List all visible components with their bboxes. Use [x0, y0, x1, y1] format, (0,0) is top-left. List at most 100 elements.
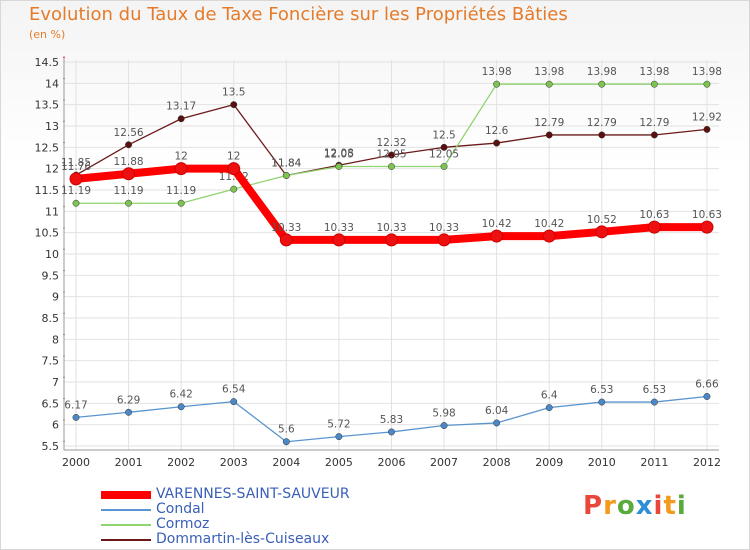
data-label: 13.98: [482, 66, 512, 78]
data-label: 12.5: [432, 129, 455, 141]
logo-letter: t: [663, 491, 677, 521]
data-label: 11.19: [114, 185, 144, 197]
y-tick-label: 12: [45, 163, 59, 176]
y-tick-label: 6: [52, 419, 59, 432]
data-label: 11.84: [271, 157, 301, 169]
x-tick-label: 2001: [115, 456, 143, 469]
y-tick-label: 7: [52, 376, 59, 389]
legend-label-varennes: VARENNES-SAINT-SAUVEUR: [156, 486, 350, 502]
chart-subtitle: (en %): [29, 28, 66, 41]
data-label: 12: [174, 151, 187, 163]
data-label: 12.79: [534, 117, 564, 129]
data-label: 11.84: [271, 157, 301, 169]
y-tick-label: 14.5: [35, 56, 60, 69]
y-tick-label: 14: [45, 77, 59, 90]
data-label: 11.88: [114, 156, 144, 168]
data-label: 6.4: [541, 390, 558, 402]
data-label: 11.76: [61, 161, 91, 173]
data-point: [177, 199, 185, 207]
x-tick-label: 2004: [272, 456, 300, 469]
data-point: [388, 151, 395, 159]
data-point: [437, 233, 451, 247]
chart-title: Evolution du Taux de Taxe Foncière sur l…: [29, 4, 568, 25]
data-label: 12.08: [324, 147, 354, 159]
y-tick-label: 5.5: [42, 440, 60, 453]
x-tick-label: 2007: [430, 456, 458, 469]
data-label: 12.6: [485, 125, 509, 137]
logo-letter: P: [583, 491, 604, 521]
y-tick-label: 11.5: [35, 184, 60, 197]
data-point: [598, 398, 606, 406]
y-minor-tick: [63, 56, 65, 59]
data-label: 5.83: [380, 414, 403, 426]
y-tick-label: 10: [45, 248, 59, 261]
data-label: 5.72: [327, 419, 350, 431]
data-point: [177, 403, 185, 411]
data-label: 12.92: [692, 111, 722, 123]
logo-letter: i: [653, 491, 664, 521]
y-tick-label: 13: [45, 120, 59, 133]
data-point: [230, 185, 238, 193]
x-tick-label: 2000: [62, 456, 90, 469]
data-point: [545, 131, 553, 139]
data-point: [703, 393, 711, 400]
data-point: [490, 229, 504, 243]
x-tick-label: 2008: [483, 456, 511, 469]
data-point: [125, 141, 133, 149]
logo-letter: x: [635, 491, 654, 521]
legend-swatch-dommartin: [101, 539, 151, 541]
data-point: [493, 80, 501, 88]
data-label: 10.52: [587, 214, 617, 226]
data-label: 11.19: [166, 185, 196, 197]
legend-swatch-cormoz: [101, 524, 151, 526]
data-point: [647, 220, 661, 234]
data-point: [703, 125, 711, 133]
data-label: 10.33: [271, 222, 301, 234]
data-point: [125, 199, 133, 207]
x-tick-label: 2006: [377, 456, 405, 469]
data-label: 6.17: [64, 399, 87, 411]
data-point: [335, 433, 343, 441]
data-point: [545, 404, 553, 412]
y-tick-label: 6.5: [42, 397, 60, 410]
y-tick-label: 8.5: [42, 312, 60, 325]
data-point: [542, 229, 556, 243]
data-point: [174, 162, 188, 176]
data-point: [493, 139, 501, 147]
logo-letter: r: [603, 491, 617, 521]
data-label: 13.17: [166, 101, 196, 113]
data-point: [177, 115, 185, 123]
x-tick-label: 2002: [167, 456, 195, 469]
data-point: [384, 233, 398, 247]
data-point: [650, 131, 658, 139]
legend-swatch-condal: [101, 509, 151, 511]
data-label: 5.98: [432, 408, 455, 420]
x-tick-label: 2012: [693, 456, 721, 469]
data-point: [230, 398, 238, 406]
data-label: 13.98: [587, 66, 617, 78]
legend-label-condal: Condal: [156, 501, 205, 517]
data-label: 10.63: [639, 209, 669, 221]
data-point: [388, 428, 395, 436]
data-point: [282, 438, 290, 446]
data-label: 13.98: [692, 66, 722, 78]
data-point: [440, 143, 448, 151]
data-label: 10.33: [324, 222, 354, 234]
data-point: [122, 167, 136, 181]
data-label: 12.05: [429, 149, 459, 161]
y-tick-label: 8: [52, 333, 59, 346]
data-label: 6.53: [643, 384, 666, 396]
data-point: [279, 233, 293, 247]
y-tick-label: 11: [45, 205, 59, 218]
data-point: [72, 199, 80, 207]
data-point: [72, 413, 80, 421]
data-label: 12.32: [376, 137, 406, 149]
data-point: [598, 131, 606, 139]
data-label: 6.04: [485, 405, 509, 417]
data-point: [598, 80, 606, 88]
data-label: 10.42: [534, 218, 564, 230]
data-label: 10.33: [429, 222, 459, 234]
data-point: [332, 233, 346, 247]
proxiti-logo: Proxiti: [583, 491, 687, 521]
